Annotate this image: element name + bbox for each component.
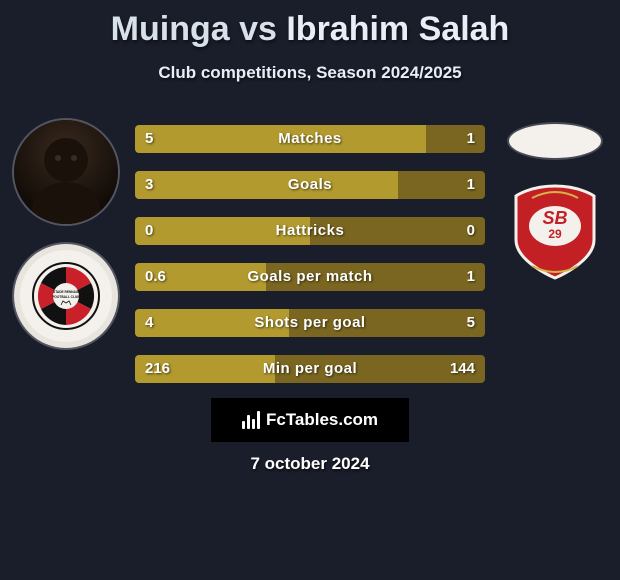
stat-row: 00Hattricks (135, 217, 485, 245)
stat-row: 45Shots per goal (135, 309, 485, 337)
brand-text: FcTables.com (266, 410, 378, 430)
person-silhouette-icon (14, 120, 118, 224)
svg-text:STADE RENNAIS: STADE RENNAIS (53, 290, 79, 294)
stade-brestois-icon: SB 29 (510, 182, 600, 282)
right-column: SB 29 (497, 120, 612, 282)
stade-rennais-icon: STADE RENNAIS FOOTBALL CLUB (31, 261, 101, 331)
svg-text:SB: SB (542, 208, 567, 228)
stat-row: 31Goals (135, 171, 485, 199)
stat-label: Matches (135, 125, 485, 153)
stat-row: 0.61Goals per match (135, 263, 485, 291)
player1-avatar (14, 120, 118, 224)
svg-text:FOOTBALL CLUB: FOOTBALL CLUB (52, 295, 80, 299)
left-column: STADE RENNAIS FOOTBALL CLUB (8, 120, 123, 368)
date-text: 7 october 2024 (0, 454, 620, 474)
player2-avatar (509, 124, 601, 158)
stat-label: Goals per match (135, 263, 485, 291)
stat-label: Min per goal (135, 355, 485, 383)
stat-label: Goals (135, 171, 485, 199)
club2-badge: SB 29 (505, 182, 605, 282)
vs-text: vs (230, 10, 287, 48)
stats-area: 51Matches 31Goals 00Hattricks 0.61Goals per… (135, 125, 485, 401)
comparison-title: Muinga vs Ibrahim Salah (0, 0, 620, 49)
stat-row: 51Matches (135, 125, 485, 153)
subtitle: Club competitions, Season 2024/2025 (0, 63, 620, 83)
player1-name: Muinga (111, 10, 230, 48)
player2-name: Ibrahim Salah (286, 10, 509, 48)
club1-badge: STADE RENNAIS FOOTBALL CLUB (14, 244, 118, 348)
svg-text:29: 29 (548, 227, 562, 241)
stat-label: Hattricks (135, 217, 485, 245)
chart-icon (242, 411, 260, 429)
stat-row: 216144Min per goal (135, 355, 485, 383)
stat-label: Shots per goal (135, 309, 485, 337)
brand-box[interactable]: FcTables.com (211, 398, 409, 442)
